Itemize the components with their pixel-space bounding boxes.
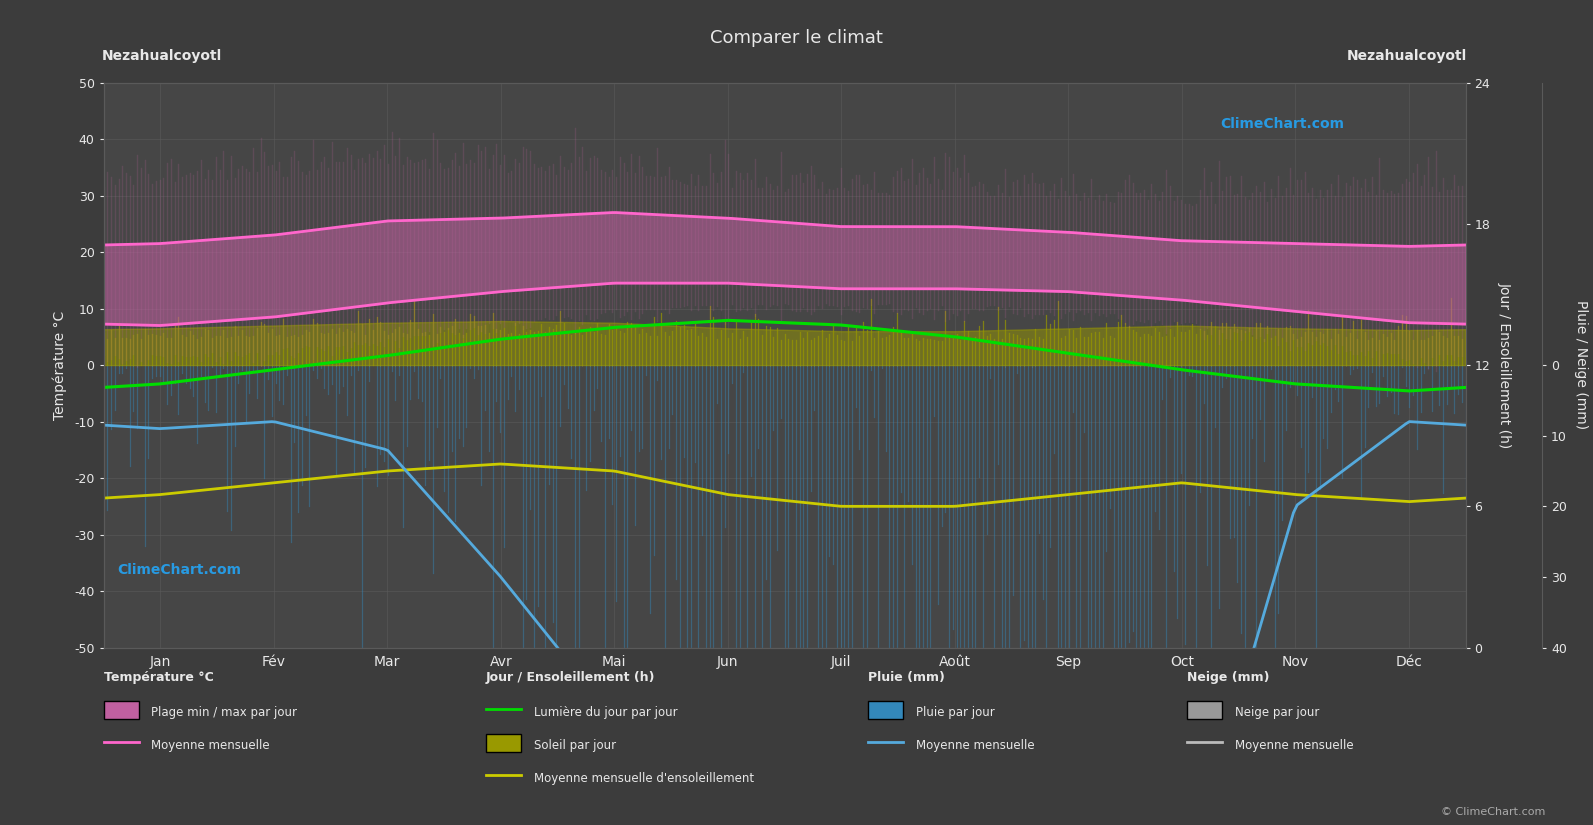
Text: Pluie (mm): Pluie (mm) [868,671,945,684]
Text: Température °C: Température °C [104,671,213,684]
Text: Nezahualcoyotl: Nezahualcoyotl [1346,49,1467,63]
Text: Neige par jour: Neige par jour [1235,706,1319,719]
Text: Jour / Ensoleillement (h): Jour / Ensoleillement (h) [486,671,655,684]
Text: ClimeChart.com: ClimeChart.com [118,563,241,578]
Text: Neige (mm): Neige (mm) [1187,671,1270,684]
Y-axis label: Température °C: Température °C [53,310,67,420]
Text: Moyenne mensuelle: Moyenne mensuelle [1235,739,1352,752]
Text: Moyenne mensuelle: Moyenne mensuelle [151,739,269,752]
Text: Comparer le climat: Comparer le climat [710,29,883,47]
Text: Moyenne mensuelle d'ensoleillement: Moyenne mensuelle d'ensoleillement [534,772,753,785]
Text: ClimeChart.com: ClimeChart.com [1220,116,1344,130]
Y-axis label: Pluie / Neige (mm): Pluie / Neige (mm) [1574,300,1588,430]
Text: Nezahualcoyotl: Nezahualcoyotl [102,49,223,63]
Text: Moyenne mensuelle: Moyenne mensuelle [916,739,1034,752]
Text: Plage min / max par jour: Plage min / max par jour [151,706,298,719]
Y-axis label: Jour / Ensoleillement (h): Jour / Ensoleillement (h) [1497,282,1512,448]
Text: © ClimeChart.com: © ClimeChart.com [1440,807,1545,817]
Text: Soleil par jour: Soleil par jour [534,739,616,752]
Text: Pluie par jour: Pluie par jour [916,706,994,719]
Text: Lumière du jour par jour: Lumière du jour par jour [534,706,677,719]
